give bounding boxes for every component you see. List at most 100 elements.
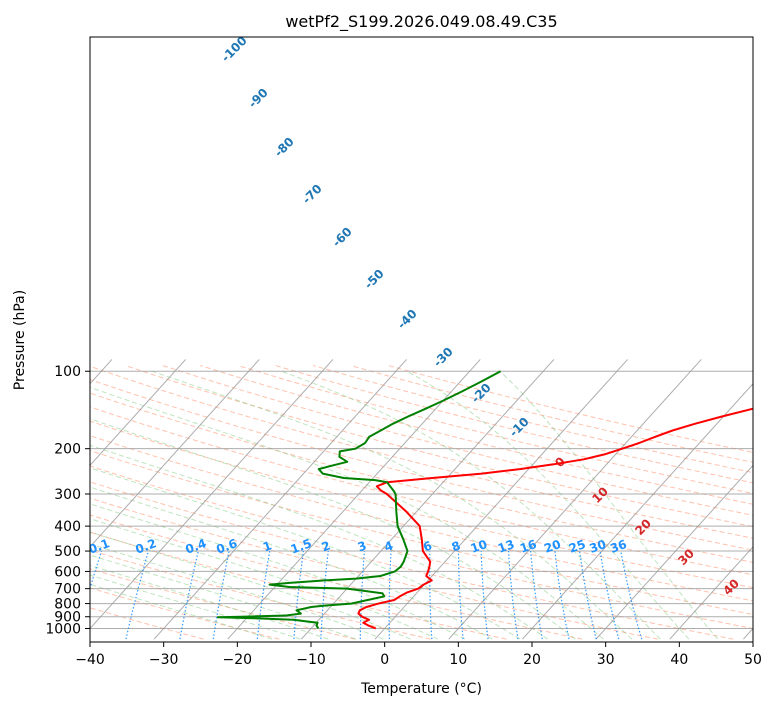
- dry-adiabat: [125, 365, 753, 528]
- y-tick-label: 600: [54, 564, 81, 580]
- mixing-ratio-line: [579, 551, 597, 640]
- y-tick-label: 500: [54, 544, 81, 560]
- moist-adiabat: [90, 574, 301, 640]
- mixing-ratio-label: 4: [382, 538, 395, 554]
- dry-adiabat: [237, 365, 753, 494]
- y-tick-label: 100: [54, 364, 81, 380]
- mixing-ratio-line: [554, 551, 570, 640]
- x-tick-label: 30: [597, 652, 615, 668]
- isotherm: [227, 359, 481, 640]
- dry-adiabat: [90, 587, 280, 640]
- mixing-ratio-label: 3: [356, 538, 369, 554]
- mixing-ratio-line: [320, 551, 329, 640]
- y-tick-label: 800: [54, 597, 81, 613]
- mixing-ratio-line: [388, 551, 392, 640]
- mixing-ratio-line: [90, 550, 103, 591]
- mixing-ratio-label: 10: [469, 537, 489, 556]
- temperature-line: [357, 407, 753, 630]
- x-tick-label: 20: [523, 652, 541, 668]
- dry-adiabat: [90, 392, 753, 563]
- y-tick-label: 200: [54, 442, 81, 458]
- background-lines: [0, 359, 753, 640]
- x-tick-label: −40: [75, 652, 105, 668]
- mixing-ratio-label: 1.5: [289, 536, 314, 556]
- isotherm: [374, 359, 628, 640]
- mixing-ratio-line: [480, 551, 489, 640]
- mixing-ratio-label: 8: [450, 538, 463, 554]
- isotherm: [448, 359, 702, 640]
- dry-adiabat-label: -30: [431, 345, 456, 370]
- dry-adiabat: [350, 365, 753, 463]
- x-tick-label: 40: [670, 652, 688, 668]
- dry-adiabat: [275, 365, 753, 484]
- x-tick-label: −20: [223, 652, 253, 668]
- mixing-ratio-label: 25: [567, 537, 587, 556]
- isotherm: [595, 464, 753, 640]
- mixing-ratio-line: [293, 551, 305, 640]
- moist-adiabat: [152, 370, 633, 640]
- dry-adiabat: [90, 481, 734, 640]
- dry-adiabat-label: -80: [272, 135, 297, 160]
- series-layer: [216, 370, 753, 630]
- dewpoint-line: [216, 370, 502, 630]
- mixing-ratio-label: 36: [608, 537, 628, 556]
- isotherm: [522, 383, 753, 640]
- y-tick-label: 900: [54, 610, 81, 626]
- isotherm: [301, 359, 555, 640]
- moist-adiabat-label: 10: [589, 484, 611, 506]
- mixing-ratio-line: [620, 550, 643, 640]
- plot-frame: [89, 36, 754, 643]
- isotherm: [90, 359, 186, 467]
- mixing-ratio-label: 0.6: [214, 536, 239, 556]
- y-tick-label: 1000: [45, 622, 81, 638]
- mixing-ratio-label: 16: [518, 537, 538, 556]
- dry-adiabat-label: -90: [246, 86, 271, 111]
- x-tick-label: −30: [149, 652, 179, 668]
- x-tick-label: 50: [744, 652, 762, 668]
- mixing-ratio-line: [179, 550, 199, 640]
- dry-adiabat-label: -10: [507, 415, 532, 440]
- isotherm: [0, 359, 38, 639]
- dry-adiabat-label: -100: [219, 34, 250, 65]
- mixing-ratio-line: [457, 551, 464, 640]
- mixing-ratio-line: [530, 551, 543, 640]
- mixing-ratio-label: 0.4: [184, 536, 209, 556]
- x-axis: −40 −30 −20 −10 0 10 20 30 40 50: [75, 642, 762, 668]
- isotherm: [669, 546, 753, 640]
- dry-adiabat-label: -60: [330, 225, 355, 250]
- y-axis-label: Pressure (hPa): [12, 290, 28, 390]
- moist-adiabat: [90, 543, 384, 640]
- y-tick-label: 300: [54, 487, 81, 503]
- dry-adiabat-label: -40: [395, 307, 420, 332]
- mixing-ratio-label: 30: [587, 537, 607, 556]
- dry-adiabat: [200, 365, 753, 505]
- mixing-ratio-line: [212, 550, 230, 640]
- x-tick-label: 10: [449, 652, 467, 668]
- dry-adiabat-label: -70: [300, 182, 325, 207]
- x-tick-label: 0: [380, 652, 389, 668]
- mixing-ratio-label: 20: [542, 537, 562, 556]
- dry-adiabat: [90, 549, 431, 640]
- mixing-ratio-line: [125, 550, 149, 640]
- moist-adiabat: [499, 370, 719, 640]
- moist-adiabat-label: 30: [675, 546, 697, 568]
- isotherm: [743, 627, 753, 640]
- mixing-ratio-label: 0.2: [134, 536, 159, 556]
- dry-adiabat: [162, 365, 753, 516]
- chart-title: wetPf2_S199.2026.049.08.49.C35: [285, 12, 557, 32]
- x-axis-label: Temperature (°C): [360, 681, 482, 697]
- mixing-ratio-line: [359, 551, 366, 640]
- x-tick-label: −10: [296, 652, 326, 668]
- isotherm: [90, 359, 334, 630]
- mixing-ratio-label: 13: [496, 537, 516, 556]
- mixing-ratio-line: [599, 551, 620, 640]
- y-tick-label: 700: [54, 582, 81, 598]
- y-tick-label: 400: [54, 519, 81, 535]
- moist-adiabat: [90, 564, 329, 640]
- isotherm: [153, 359, 407, 640]
- moist-adiabat: [281, 370, 661, 640]
- mixing-ratio-label: 1: [261, 538, 274, 554]
- mixing-ratio-label: 2: [320, 538, 333, 554]
